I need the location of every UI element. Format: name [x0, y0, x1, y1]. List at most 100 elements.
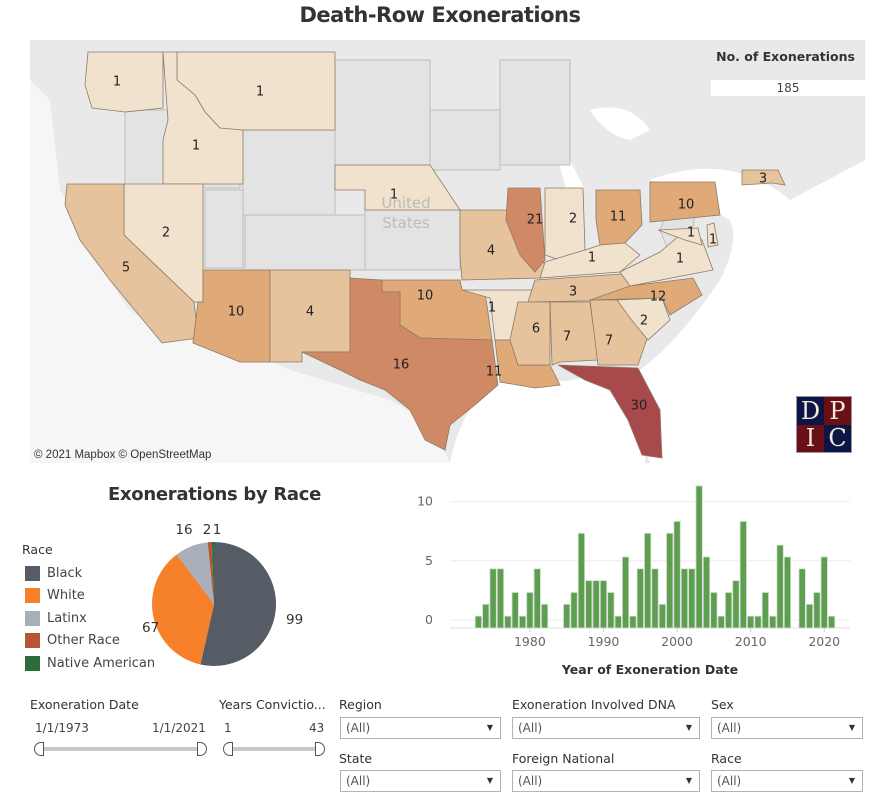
bar-1989[interactable]	[592, 580, 600, 629]
pie-slice-latinx[interactable]	[176, 542, 214, 604]
state-value-label: 12	[650, 290, 667, 305]
bar-1973[interactable]	[474, 615, 482, 629]
state-wa[interactable]	[84, 51, 164, 113]
bar-1974[interactable]	[482, 603, 490, 629]
bar-2006[interactable]	[717, 615, 725, 629]
bar-1994[interactable]	[629, 615, 637, 629]
state-value-label: 1	[588, 251, 596, 266]
bar-2008[interactable]	[732, 580, 740, 629]
pie-data-label: 67	[142, 620, 159, 636]
state-value-label: 1	[687, 226, 695, 241]
state-il[interactable]	[505, 187, 546, 273]
bar-1981[interactable]	[533, 568, 541, 629]
year-bar-chart[interactable]: 0 5 10 1980 1990 2000 2010 2020 Year of Exonerat…	[400, 475, 860, 685]
legend-item[interactable]: Other Race	[25, 630, 155, 653]
state-dropdown[interactable]: (All) ▼	[340, 770, 501, 792]
pie-slice-black[interactable]	[200, 542, 277, 666]
bar-1995[interactable]	[636, 568, 644, 629]
legend-item[interactable]: Latinx	[25, 607, 155, 630]
bar-2013[interactable]	[769, 615, 777, 629]
pie-slice-white[interactable]	[152, 554, 214, 665]
legend-item[interactable]: Black	[25, 562, 155, 585]
legend-item[interactable]: Native American	[25, 652, 155, 675]
exoneration-date-slider[interactable]	[40, 747, 202, 751]
region-dropdown[interactable]: (All) ▼	[340, 717, 501, 739]
bar-2018[interactable]	[805, 603, 814, 629]
bar-1991[interactable]	[607, 592, 615, 629]
exoneration-date-max-handle[interactable]	[197, 742, 207, 756]
bar-1976[interactable]	[496, 568, 505, 629]
bar-1977[interactable]	[504, 615, 512, 629]
state-fl[interactable]	[557, 364, 663, 459]
state-md[interactable]	[657, 227, 703, 246]
years-conviction-min-handle[interactable]	[223, 742, 233, 756]
dna-dropdown[interactable]: (All) ▼	[512, 717, 700, 739]
pie-slice-native-american[interactable]	[211, 542, 214, 604]
bar-1992[interactable]	[614, 615, 622, 629]
bar-2002[interactable]	[688, 568, 696, 629]
state-ky[interactable]	[539, 242, 641, 279]
sex-dropdown[interactable]: (All) ▼	[711, 717, 863, 739]
state-ne[interactable]	[334, 164, 461, 211]
bar-1982[interactable]	[541, 603, 549, 629]
bar-1996[interactable]	[644, 532, 652, 629]
legend-item[interactable]: White	[25, 585, 155, 608]
bar-2015[interactable]	[783, 556, 792, 629]
bar-1999[interactable]	[666, 532, 674, 629]
bar-2014[interactable]	[776, 544, 784, 629]
state-ga[interactable]	[589, 299, 651, 366]
x-tick-label: 2010	[735, 634, 767, 649]
race-dropdown[interactable]: (All) ▼	[711, 770, 863, 792]
state-ca[interactable]	[64, 183, 199, 344]
race-pie-chart[interactable]: 99 67 16 2 1	[140, 520, 310, 670]
bar-1986[interactable]	[570, 592, 578, 629]
bar-2012[interactable]	[761, 592, 769, 629]
bar-2007[interactable]	[725, 592, 733, 629]
legend-swatch	[25, 565, 40, 581]
bar-1980[interactable]	[526, 592, 534, 629]
bar-1998[interactable]	[658, 603, 666, 629]
state-ma[interactable]	[741, 169, 786, 186]
bar-1993[interactable]	[621, 556, 630, 629]
bar-1975[interactable]	[489, 568, 497, 629]
bar-1988[interactable]	[585, 580, 593, 629]
state-value-label: 1	[192, 139, 200, 154]
bar-2017[interactable]	[798, 568, 806, 629]
state-in[interactable]	[544, 187, 586, 261]
bar-2019[interactable]	[813, 592, 821, 629]
map-credit[interactable]: © 2021 Mapbox © OpenStreetMap	[34, 449, 212, 461]
exoneration-date-min-handle[interactable]	[34, 742, 44, 756]
state-al[interactable]	[549, 301, 599, 366]
bar-2001[interactable]	[680, 568, 689, 629]
bar-1985[interactable]	[563, 603, 571, 629]
state-pa[interactable]	[649, 181, 721, 223]
bar-2003[interactable]	[695, 485, 703, 629]
bar-1979[interactable]	[518, 615, 527, 629]
state-value-label: 11	[610, 210, 627, 225]
years-conviction-slider[interactable]	[229, 747, 319, 751]
bar-2004[interactable]	[702, 556, 711, 629]
bar-2010[interactable]	[747, 615, 755, 629]
bar-2020[interactable]	[820, 556, 828, 629]
bar-1990[interactable]	[599, 580, 608, 629]
bar-2005[interactable]	[710, 592, 718, 629]
state-de[interactable]	[706, 222, 719, 248]
state-ms[interactable]	[509, 301, 551, 366]
legend-swatch	[25, 610, 40, 626]
pie-slice-other-race[interactable]	[207, 542, 214, 604]
years-conviction-max-handle[interactable]	[315, 742, 325, 756]
foreign-national-dropdown[interactable]: (All) ▼	[512, 770, 700, 792]
state-va[interactable]	[619, 234, 714, 287]
bar-2000[interactable]	[673, 521, 681, 629]
state-id[interactable]	[162, 51, 244, 185]
bar-2009[interactable]	[739, 521, 747, 629]
bar-2021[interactable]	[828, 615, 836, 629]
exonerations-map[interactable]: 1 1 1 2 5 10 4 1 10 16 4 1 11 21 2 11 1 3 6 7 7 30 2 12 1 1 1 10 3 U…	[30, 40, 865, 463]
state-shapes[interactable]	[64, 51, 786, 459]
bar-1997[interactable]	[651, 568, 659, 629]
bar-1978[interactable]	[511, 592, 519, 629]
bar-1987[interactable]	[577, 532, 585, 629]
bar-2011[interactable]	[754, 615, 762, 629]
state-tx[interactable]	[301, 277, 499, 451]
